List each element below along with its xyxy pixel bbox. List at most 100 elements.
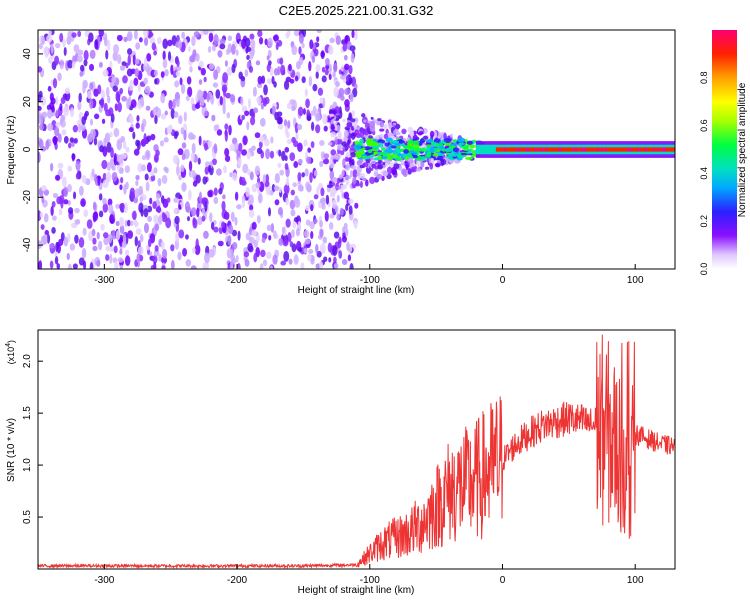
spectrogram-cell: [264, 138, 270, 147]
spectrogram-cell: [143, 133, 147, 144]
spectrogram-cell: [225, 212, 230, 220]
spectrogram-marks: [38, 30, 675, 269]
spectrogram-cell: [409, 132, 415, 137]
spectrogram-cell: [104, 132, 111, 144]
spectrogram-cell: [271, 105, 276, 116]
spectrogram-cell: [98, 30, 103, 36]
spectrogram-cell: [216, 129, 223, 136]
spectrogram-cell: [339, 207, 344, 216]
spectrogram-cell: [67, 165, 73, 172]
spectrogram-cell: [152, 254, 158, 264]
spectrogram-cell: [425, 144, 432, 148]
spectrogram-cell: [320, 50, 325, 60]
spectrogram-cell: [154, 115, 158, 125]
spectrogram-cell: [273, 230, 277, 239]
signal-peak: [601, 147, 604, 152]
spectrogram-cell: [113, 127, 120, 138]
y-multiplier-base: (x10: [6, 347, 16, 365]
spectrogram-cell: [109, 214, 115, 224]
spectrogram-cell: [180, 127, 184, 135]
spectrogram-cell: [172, 98, 176, 109]
spectrogram-cell: [139, 196, 144, 203]
spectrogram-cell: [47, 109, 53, 119]
spectrogram-cell: [285, 197, 289, 206]
top-x-tick-label: 100: [627, 275, 644, 286]
spectrogram-cell: [180, 164, 185, 173]
spectrogram-cell: [361, 113, 366, 118]
spectrogram-cell: [432, 153, 439, 157]
spectrogram-cell: [210, 95, 215, 105]
spectrogram-cell: [175, 70, 181, 77]
spectrogram-cell: [355, 182, 361, 187]
spectrogram-cell: [140, 122, 145, 133]
spectrogram-cell: [300, 185, 304, 192]
spectrogram-cell: [176, 59, 180, 67]
spectrogram-cell: [221, 221, 226, 229]
bottom-y-tick-label: 1.0: [22, 458, 33, 472]
spectrogram-cell: [278, 149, 282, 157]
spectrogram-cell: [119, 264, 123, 269]
spectrogram-cell: [61, 176, 67, 188]
spectrogram-cell: [359, 130, 365, 139]
spectrogram-cell: [72, 124, 79, 133]
spectrogram-cell: [319, 243, 326, 255]
spectrogram-cell: [238, 142, 243, 152]
spectrogram-cell: [153, 167, 158, 174]
spectrogram-cell: [378, 139, 386, 144]
spectrogram-cell: [50, 162, 54, 172]
spectrogram-cell: [139, 96, 144, 107]
spectrogram-cell: [40, 224, 45, 230]
spectrogram-cell: [108, 204, 114, 214]
spectrogram-cell: [323, 125, 328, 132]
spectrogram-cell: [67, 184, 72, 193]
spectrogram-cell: [136, 114, 140, 122]
colorbar-tick-label: 0.4: [699, 167, 709, 180]
spectrogram-cell: [74, 234, 79, 244]
spectrogram-cell: [119, 87, 124, 95]
spectrogram-cell: [204, 252, 210, 264]
spectrogram-cell: [224, 123, 229, 131]
spectrogram-cell: [336, 124, 341, 132]
spectrogram-cell: [140, 164, 146, 172]
spectrogram-cell: [204, 166, 209, 175]
spectrogram-cell: [328, 257, 332, 263]
spectrogram-cell: [316, 250, 322, 258]
spectrogram-cell: [213, 34, 219, 46]
spectrogram-cell: [413, 155, 418, 159]
spectrogram-cell: [247, 199, 252, 206]
bottom-y-tick-label: 2.0: [22, 354, 33, 368]
spectrogram-cell: [288, 63, 292, 72]
spectrogram-cell: [364, 130, 369, 136]
spectrogram-cell: [212, 44, 216, 52]
spectrogram-cell: [134, 236, 138, 247]
svg-text:(x104): (x104): [5, 340, 16, 364]
spectrogram-cell: [71, 32, 77, 38]
spectrogram-cell: [86, 219, 93, 229]
spectrogram-cell: [109, 131, 113, 138]
spectrogram-cell: [203, 76, 207, 83]
spectrogram-cell: [227, 234, 232, 246]
spectrogram-cell: [187, 86, 193, 98]
spectrogram-cell: [303, 229, 310, 239]
spectrogram-cell: [301, 172, 305, 178]
spectrogram-cell: [258, 136, 265, 143]
spectrogram-cell: [297, 220, 301, 231]
spectrogram-cell: [248, 236, 255, 245]
spectrogram-cell: [166, 197, 171, 203]
spectrogram-cell: [339, 74, 346, 80]
spectrogram-cell: [344, 156, 349, 162]
spectrogram-cell: [100, 223, 105, 231]
spectrogram-cell: [263, 84, 268, 96]
spectrogram-cell: [213, 69, 219, 80]
bottom-x-tick-label: -200: [227, 575, 247, 586]
spectrogram-cell: [308, 61, 312, 72]
spectrogram-cell: [297, 172, 302, 182]
spectrogram-cell: [310, 121, 315, 132]
spectrogram-cell: [231, 172, 238, 182]
spectrogram-cell: [137, 246, 144, 256]
spectrogram-cell: [158, 215, 163, 226]
spectrogram-cell: [139, 234, 144, 243]
spectrogram-cell: [345, 153, 351, 158]
spectrogram-cell: [348, 64, 353, 75]
bottom-x-tick-label: -300: [94, 575, 114, 586]
